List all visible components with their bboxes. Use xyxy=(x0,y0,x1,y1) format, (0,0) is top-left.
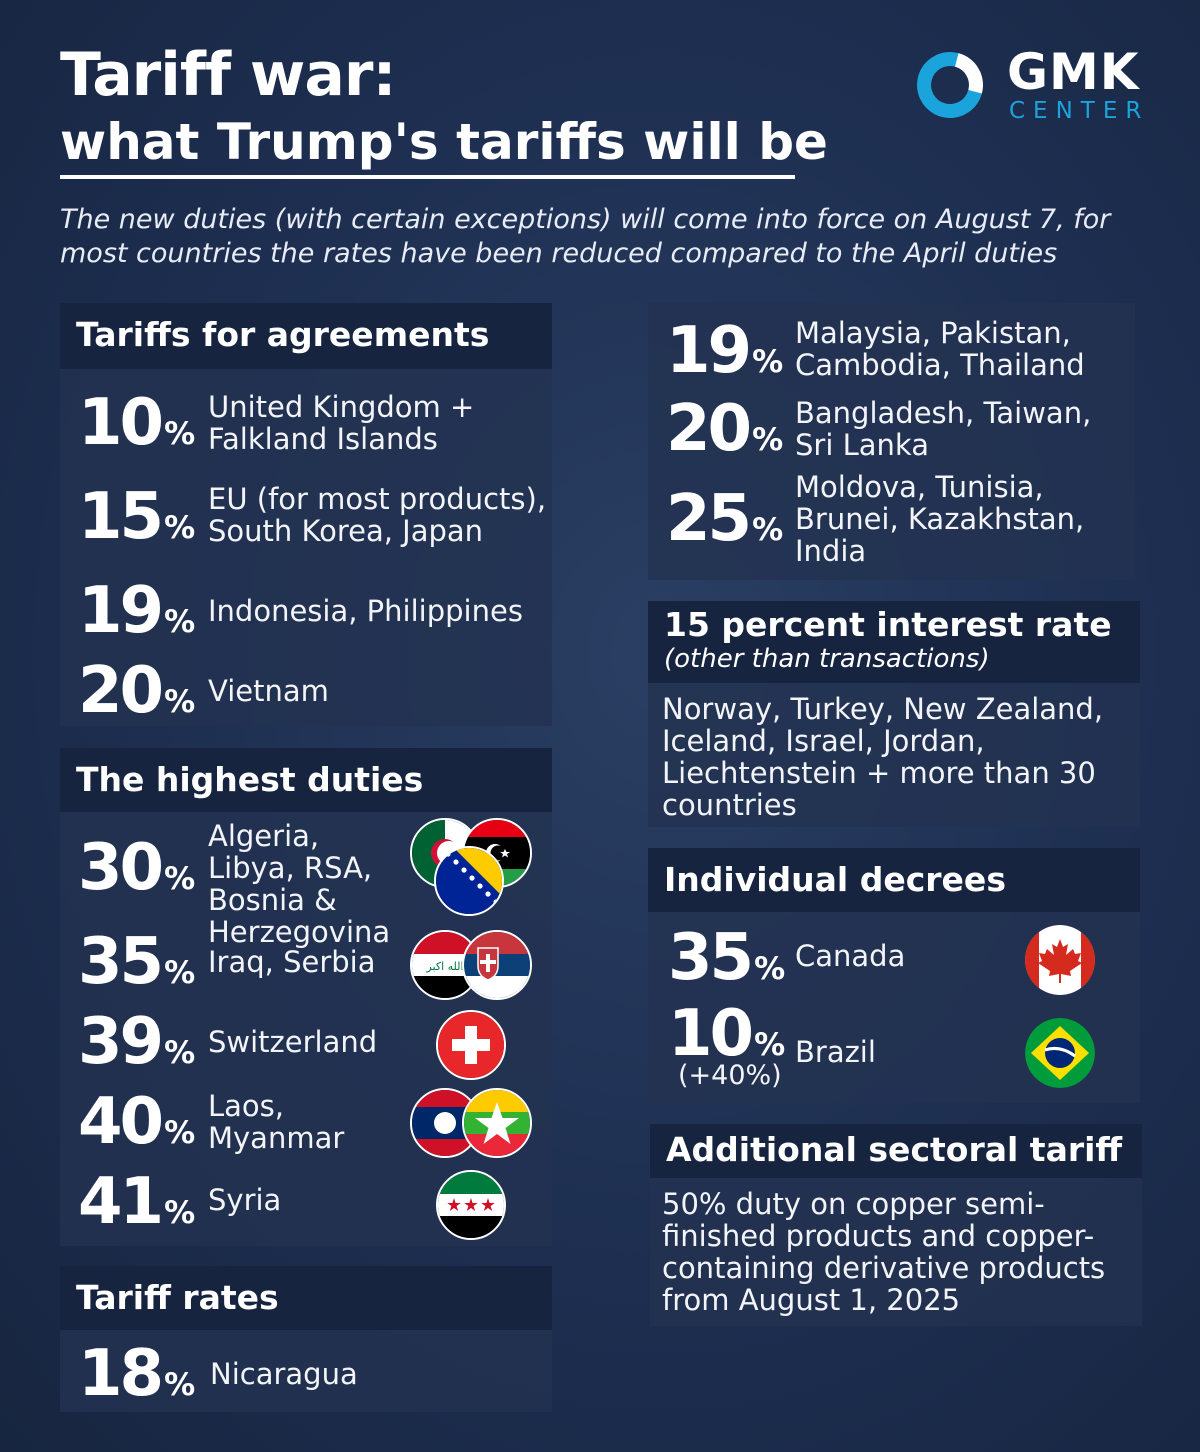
tariff-row: 18% Nicaragua xyxy=(60,1338,552,1408)
rate-value: 20% xyxy=(666,392,784,466)
sectoral-tariff-text: 50% duty on copper semi-finished product… xyxy=(662,1187,1106,1317)
rate-value: 30% xyxy=(78,831,196,905)
country-list: Bangladesh, Taiwan, Sri Lanka xyxy=(795,396,1092,462)
sectoral-tariff-panel: Additional sectoral tariff 50% duty on c… xyxy=(650,1124,1142,1326)
sectoral-tariff-heading: Additional sectoral tariff xyxy=(650,1124,1142,1178)
tariff-row: 15% EU (for most products), South Korea,… xyxy=(60,479,552,559)
rate-value: 10% xyxy=(668,997,786,1071)
tariff-row: 19% Indonesia, Philippines xyxy=(60,575,552,645)
interest-rate-heading: 15 percent interest rate (other than tra… xyxy=(648,601,1140,683)
tariff-row: 10% (+40%) Brazil xyxy=(648,998,1140,1098)
rate-note: (+40%) xyxy=(678,1060,782,1091)
logo-name: GMK xyxy=(1007,43,1140,101)
logo-tagline: CENTER xyxy=(1009,98,1150,124)
title-underline xyxy=(60,175,795,179)
rate-value: 40% xyxy=(78,1085,196,1159)
highest-duties-panel: The highest duties 30% Algeria, Libya, R… xyxy=(60,748,552,1246)
rate-value: 19% xyxy=(666,314,784,388)
tariff-row: 39% Switzerland xyxy=(60,1008,552,1080)
tariff-row: 20% Bangladesh, Taiwan, Sri Lanka xyxy=(648,391,1135,471)
country-list: Algeria, Libya, RSA, Bosnia & Herzegovin… xyxy=(208,819,391,949)
country-list: Brazil xyxy=(795,1035,876,1069)
interest-rate-panel: 15 percent interest rate (other than tra… xyxy=(648,601,1140,827)
rate-value: 18% xyxy=(78,1337,196,1411)
tariff-row: 19% Malaysia, Pakistan, Cambodia, Thaila… xyxy=(648,311,1135,391)
laos-flag-icon xyxy=(410,1088,480,1158)
tariff-row: 20% Vietnam xyxy=(60,655,552,725)
iraq-flag-icon: الله اكبر xyxy=(410,930,480,1000)
country-list: Iraq, Serbia xyxy=(208,945,376,979)
tariff-row: 41% Syria xyxy=(60,1168,552,1240)
interest-rate-countries: Norway, Turkey, New Zealand, Iceland, Is… xyxy=(662,692,1104,822)
country-list: Syria xyxy=(208,1183,282,1217)
tariff-row: 40% Laos, Myanmar xyxy=(60,1086,552,1162)
rate-value: 39% xyxy=(78,1005,196,1079)
brazil-flag-icon xyxy=(1025,1018,1095,1088)
tariff-row: 35% Iraq, Serbia الله اكبر xyxy=(60,928,552,1000)
switzerland-flag-icon xyxy=(436,1010,506,1080)
intro-text: The new duties (with certain exceptions)… xyxy=(60,204,1111,269)
highest-duties-heading: The highest duties xyxy=(60,748,552,812)
rate-value: 41% xyxy=(78,1165,196,1239)
agreements-continued-panel: 19% Malaysia, Pakistan, Cambodia, Thaila… xyxy=(648,303,1135,580)
agreements-panel: Tariffs for agreements 10% United Kingdo… xyxy=(60,303,552,726)
tariff-row: 10% United Kingdom + Falkland Islands xyxy=(60,385,552,465)
country-list: Moldova, Tunisia, Brunei, Kazakhstan, In… xyxy=(795,470,1085,568)
agreements-heading: Tariffs for agreements xyxy=(60,303,552,369)
interest-rate-subtitle: (other than transactions) xyxy=(664,644,990,674)
gmk-logo: GMK CENTER xyxy=(904,39,1145,131)
rate-value: 35% xyxy=(668,921,786,995)
country-list: Vietnam xyxy=(208,674,329,708)
country-list: United Kingdom + Falkland Islands xyxy=(208,390,475,456)
rate-value: 19% xyxy=(78,574,196,648)
interest-rate-title: 15 percent interest rate xyxy=(664,605,1112,644)
rate-value: 35% xyxy=(78,925,196,999)
rate-value: 10% xyxy=(78,386,196,460)
country-list: Nicaragua xyxy=(210,1357,358,1391)
bosnia-flag-icon xyxy=(434,846,504,916)
iraq-flag-text: الله اكبر xyxy=(425,960,463,973)
rate-value: 20% xyxy=(78,654,196,728)
rate-value: 25% xyxy=(666,482,784,556)
serbia-flag-icon xyxy=(462,930,532,1000)
individual-decrees-heading: Individual decrees xyxy=(648,848,1140,912)
page-subtitle: what Trump's tariffs will be xyxy=(60,113,828,171)
tariff-rates-heading: Tariff rates xyxy=(60,1266,552,1330)
page-title: Tariff war: xyxy=(60,40,396,110)
individual-decrees-panel: Individual decrees 35% Canada 10% (+40%)… xyxy=(648,848,1140,1103)
canada-flag-icon xyxy=(1025,925,1095,995)
country-list: Laos, Myanmar xyxy=(208,1089,345,1155)
myanmar-flag-icon xyxy=(462,1088,532,1158)
country-list: Canada xyxy=(795,939,906,973)
tariff-rates-panel: Tariff rates 18% Nicaragua xyxy=(60,1266,552,1412)
country-list: Indonesia, Philippines xyxy=(208,594,523,628)
rate-value: 15% xyxy=(78,480,196,554)
country-list: Malaysia, Pakistan, Cambodia, Thailand xyxy=(795,316,1085,382)
tariff-row: 25% Moldova, Tunisia, Brunei, Kazakhstan… xyxy=(648,469,1135,575)
syria-flag-icon xyxy=(436,1170,506,1240)
logo-ring-icon xyxy=(904,39,996,131)
country-list: Switzerland xyxy=(208,1025,378,1059)
tariff-row: 35% Canada xyxy=(648,920,1140,1000)
country-list: EU (for most products), South Korea, Jap… xyxy=(208,482,547,548)
tariff-row: 30% Algeria, Libya, RSA, Bosnia & Herzeg… xyxy=(60,818,552,948)
